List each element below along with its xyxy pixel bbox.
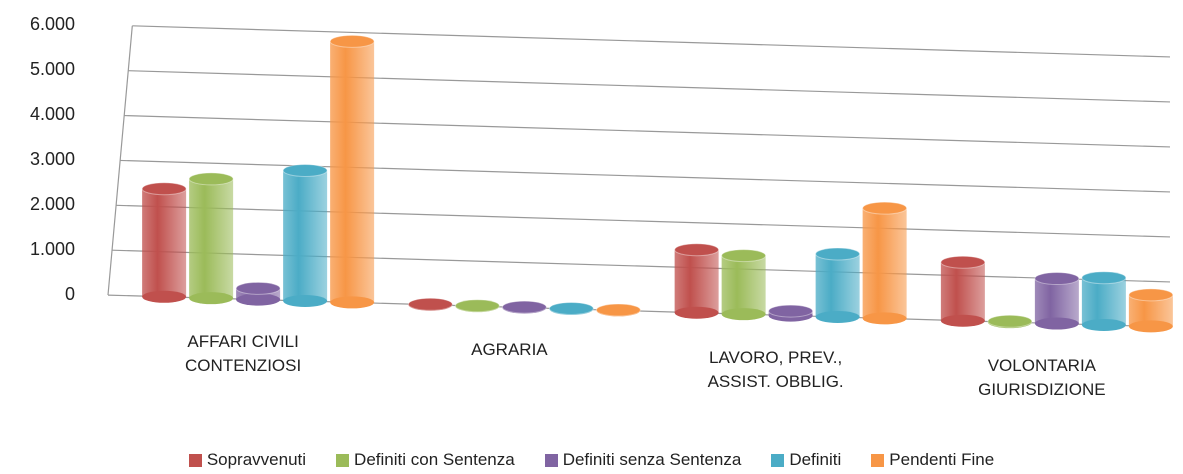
bar-top	[454, 299, 500, 313]
bar-top	[1128, 288, 1174, 302]
y-tick-label: 0	[65, 284, 75, 304]
legend-item: Definiti senza Sentenza	[544, 450, 742, 470]
grid-line	[116, 204, 1171, 238]
bar-top	[188, 172, 234, 186]
bar-top	[595, 303, 641, 317]
legend-item: Definiti con Sentenza	[336, 450, 515, 470]
bar	[940, 262, 985, 321]
bar-top	[721, 249, 767, 263]
legend-item: Pendenti Fine	[871, 450, 994, 470]
legend-swatch	[771, 453, 785, 467]
legend-label: Pendenti Fine	[889, 450, 995, 469]
x-tick-label: VOLONTARIA GIURISDIZIONE	[978, 355, 1106, 399]
x-tick-label: LAVORO, PREV., ASSIST. OBBLIG.	[707, 347, 844, 391]
bar-top	[1034, 272, 1080, 286]
bar	[862, 208, 907, 319]
bar-top	[674, 243, 720, 257]
bar-top	[141, 182, 187, 196]
y-tick-label: 5.000	[30, 59, 75, 79]
legend-label: Definiti senza Sentenza	[562, 450, 742, 469]
bar-top	[987, 314, 1033, 328]
y-tick-label: 6.000	[30, 14, 75, 34]
bar-top	[235, 281, 281, 295]
y-tick-label: 2.000	[30, 194, 75, 214]
bar-top	[407, 297, 453, 311]
bar-top	[282, 164, 328, 178]
grid-line	[112, 249, 1171, 283]
legend-item: Sopravvenuti	[188, 450, 307, 470]
bar	[283, 170, 328, 302]
legend-item: Definiti	[771, 450, 841, 470]
bar-top	[1081, 271, 1127, 285]
bar	[142, 188, 187, 297]
legend-label: Sopravvenuti	[206, 450, 307, 469]
bar-top	[940, 255, 986, 269]
x-tick-label: AFFARI CIVILI CONTENZIOSI	[185, 331, 302, 375]
bar	[815, 253, 860, 317]
grid-line	[124, 114, 1171, 148]
bar	[1034, 278, 1079, 324]
bar	[1081, 277, 1126, 325]
y-tick-label: 4.000	[30, 104, 75, 124]
grid-line	[120, 159, 1171, 193]
bar	[721, 255, 766, 315]
bar-top	[768, 304, 814, 318]
bar	[189, 178, 234, 299]
bar-top	[815, 247, 861, 261]
grid-line	[132, 25, 1171, 58]
bar-top	[329, 34, 375, 48]
bar	[674, 249, 719, 313]
legend: Sopravvenuti Definiti con Sentenza Definit…	[0, 450, 1183, 470]
x-tick-label: AGRARIA	[471, 339, 548, 359]
bar-top	[862, 201, 908, 215]
legend-swatch	[336, 453, 350, 467]
bar-top	[501, 300, 547, 314]
legend-label: Definiti	[789, 450, 842, 469]
legend-swatch	[544, 453, 558, 467]
legend-swatch	[871, 453, 885, 467]
y-tick-label: 1.000	[30, 239, 75, 259]
bar-top	[548, 302, 594, 316]
axis-line	[107, 25, 133, 296]
grid-line	[128, 70, 1171, 103]
y-tick-label: 3.000	[30, 149, 75, 169]
legend-swatch	[188, 453, 202, 467]
legend-label: Definiti con Sentenza	[354, 450, 515, 469]
bar	[330, 41, 375, 303]
